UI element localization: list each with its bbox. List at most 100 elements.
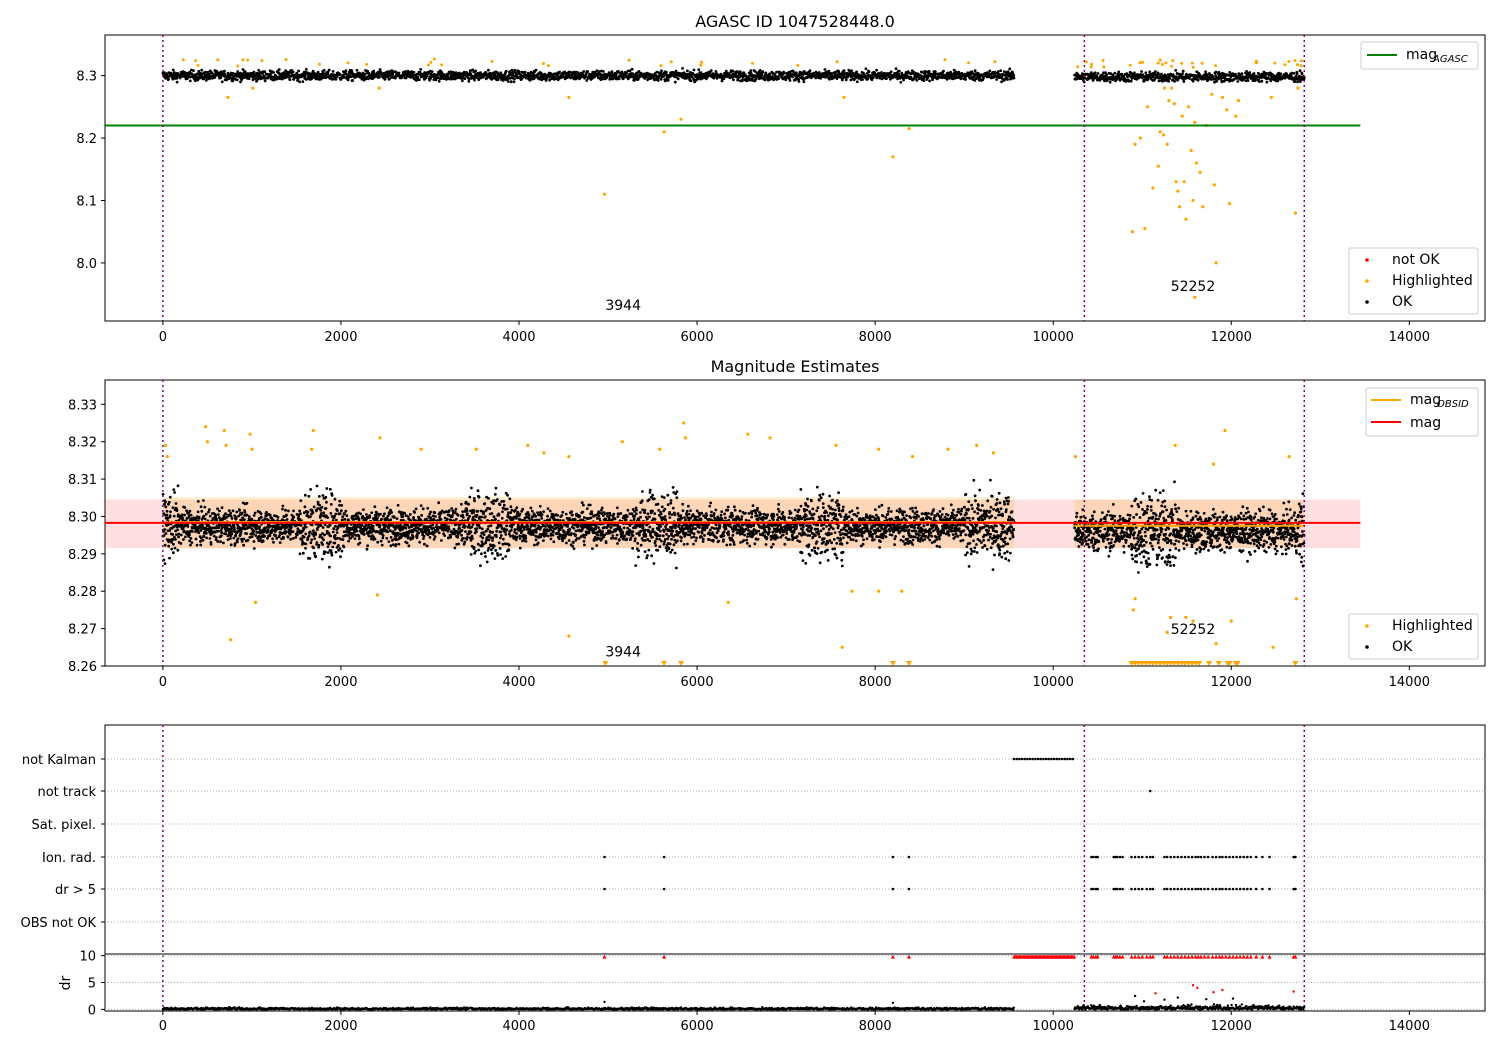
panel1-ok-point [1167,79,1170,83]
panel2-ok-point [163,543,167,547]
panel2-ok-point [405,541,409,545]
panel1-ok-point [1157,79,1161,83]
panel1-highlighted-point [1165,142,1169,146]
panel2-ok-point [505,524,508,528]
panel2-ok-point [332,527,336,531]
panel2-ok-point [216,513,220,516]
panel2-ok-point [183,513,187,517]
panel1-ok-point [676,77,680,81]
panel1-ok-point [461,79,464,83]
panel2-ok-point [329,540,332,544]
panel1-ok-point [171,68,175,72]
panel2-ok-point [487,546,491,550]
panel1-ok-point [761,71,765,74]
panel1-ok-point [931,78,934,82]
panel2-ok-point [508,497,512,501]
panel2-ok-point [165,513,169,517]
panel1-ok-point [363,72,367,76]
panel1-ok-point [584,75,587,79]
panel2-ok-point [362,508,365,511]
panel2-ok-point [240,540,244,543]
panel2-ok-point [254,527,258,531]
panel1-ok-point [626,69,630,73]
panel1-ok-point [378,68,382,71]
panel1-ok-point [197,69,201,73]
panel1-highlighted-point [1193,295,1197,299]
panel2-ok-point [298,509,301,513]
panel2-ok-point [437,531,441,535]
panel1-highlighted-point [1191,198,1195,203]
panel1-ok-point [469,69,472,72]
panel1-ok-point [355,68,359,72]
panel1-ok-point [504,69,508,73]
panel1-highlighted-point [1156,164,1160,168]
panel1-y-tick-label: 8.3 [76,70,97,85]
panel1-highlighted-point [1076,65,1080,69]
panel2-ok-point [492,544,496,548]
panel2-ok-point [376,540,380,544]
panel2-ok-point [202,499,205,502]
panel2-ok-point [189,537,193,540]
panel2-ok-point [432,537,436,541]
panel1-ok-point [241,68,245,71]
panel2-ok-point [397,532,400,536]
panel2-ok-point [203,517,207,521]
panel1-ok-point [665,70,668,74]
panel2-ok-point [320,505,324,509]
panel2-ok-point [243,510,247,514]
panel1-ok-point [855,80,859,84]
panel1-highlighted-point [1194,161,1199,165]
panel1-ok-point [417,78,421,81]
panel2-y-tick-label: 8.29 [68,548,97,563]
panel2-ok-point [171,551,175,555]
panel2-ok-point [229,543,233,547]
panel2-ok-point [191,530,194,533]
panel2-ok-point [353,537,357,540]
panel2-ok-point [493,493,497,496]
panel1-ok-point [608,77,612,81]
panel1-highlighted-point [1234,114,1238,118]
panel1-highlighted-point [1084,60,1088,64]
panel1-ok-point [922,79,926,82]
panel1-highlighted-point [1180,114,1184,118]
panel2-ok-point [232,523,236,527]
panel2-ok-point [381,534,385,537]
panel2-ok-point [358,541,362,545]
panel1-ok-point [220,80,224,84]
panel2-ok-point [231,509,235,513]
panel2-ok-point [475,530,478,533]
panel2-ok-point [468,514,471,518]
panel1-ok-point [334,77,338,81]
panel1-ok-point [689,79,693,83]
panel1-ok-point [531,75,535,78]
panel2-ok-point [474,549,478,553]
panel1-y-tick-label: 8.2 [76,132,97,147]
panel1-ok-point [175,80,179,84]
panel2-ok-point [252,514,256,517]
panel2-ok-point [253,511,257,515]
panel1-ok-point [453,75,457,78]
panel2-ok-point [333,534,337,537]
panel1-highlighted-point [1090,62,1094,66]
panel1-ok-point [252,70,256,74]
panel2-ok-point [347,518,350,522]
panel2-ok-point [368,515,372,519]
panel1-highlighted-point [1198,170,1202,174]
panel2-ok-point [165,509,169,513]
panel2-ok-point [203,505,207,509]
panel2-ok-point [321,543,325,546]
panel2-ok-point [364,523,368,527]
panel1-ok-point [210,71,214,75]
panel2-ok-point [188,509,192,513]
panel1-ok-point [731,69,735,73]
panel1-highlighted-point [567,95,571,99]
panel2-ok-point [389,544,393,548]
panel2-ok-point [214,536,218,539]
panel1-ok-point [1260,79,1264,83]
panel1-ok-point [311,69,315,73]
panel1-ok-point [263,70,267,74]
panel1-ok-point [645,75,648,79]
panel2-ok-point [386,530,390,534]
panel2-ok-point [314,555,318,559]
panel1-ok-point [513,68,517,72]
